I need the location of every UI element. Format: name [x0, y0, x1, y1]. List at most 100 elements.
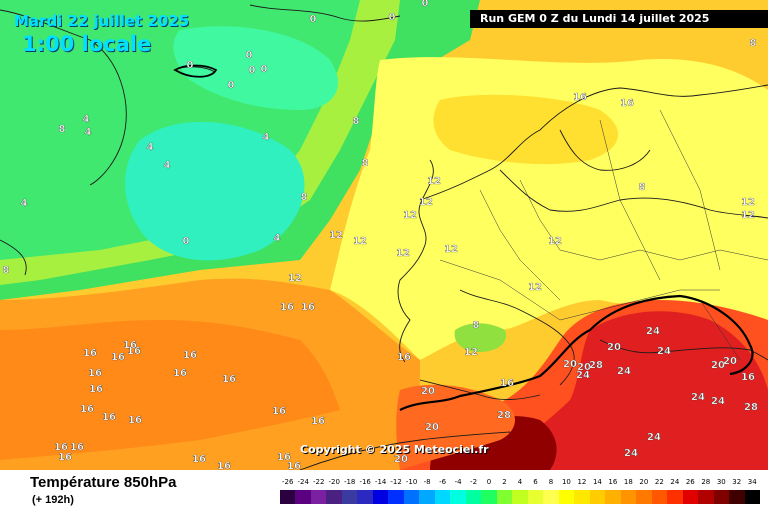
legend-label: 26: [685, 478, 695, 486]
isotherm-label: 4: [21, 198, 28, 209]
isotherm-label: 16: [217, 461, 231, 470]
country-borders: [439, 109, 768, 361]
isotherm-label: 16: [58, 452, 72, 463]
isotherm-label: 0: [249, 65, 256, 76]
isotherm-label: 16: [54, 442, 68, 453]
legend-swatch: [357, 490, 373, 504]
legend-swatch: [481, 490, 497, 504]
legend-swatch: [280, 490, 296, 504]
field-band-dark-orange-south: [396, 384, 515, 470]
isotherm-label: 20: [577, 362, 591, 373]
isotherm-label: 4: [85, 127, 92, 138]
legend-label: -22: [312, 478, 325, 486]
local-time: 1:00 locale: [22, 32, 152, 56]
legend-swatch: [558, 490, 575, 504]
legend-label: 10: [561, 478, 571, 486]
legend-swatch: [419, 490, 435, 504]
isotherm-label: 20: [421, 386, 435, 397]
legend-swatch: [372, 490, 389, 504]
isotherm-label: 16: [102, 412, 116, 423]
isotherm-label: 4: [164, 160, 171, 171]
isotherm-label: 16: [183, 350, 197, 361]
legend-swatch: [388, 490, 404, 504]
isotherm-label: 0: [422, 0, 429, 9]
isotherm-label: 12: [548, 236, 562, 247]
isotherm-label: 0: [228, 80, 235, 91]
legend-label: -16: [359, 478, 371, 486]
legend-swatch: [589, 490, 606, 504]
legend-labels: -26 -24 -22 -20 -18 -16 -14 -12 -10 -8 -6 -4 -2 0 2 4 6 8…: [280, 478, 760, 490]
legend-swatch: [605, 490, 621, 504]
isotherm-label: 16: [83, 348, 97, 359]
copyright: Copyright © 2025 Meteociel.fr: [300, 443, 489, 456]
isotherm-label: 12: [396, 248, 410, 259]
isotherm-label: 0: [389, 12, 396, 23]
legend-label: -4: [454, 478, 462, 486]
legend-label: 12: [577, 478, 587, 486]
legend-label: 28: [701, 478, 711, 486]
isotherm-label: 16: [111, 352, 125, 363]
legend-swatch: [667, 490, 683, 504]
legend-label: -24: [297, 478, 309, 486]
isotherm-label: 16: [573, 92, 587, 103]
legend-swatch: [574, 490, 590, 504]
isotherm-label: 24: [647, 432, 661, 443]
isotherm-label: 20: [563, 359, 577, 370]
isotherm-label: 4: [83, 114, 90, 125]
isotherm-label: 28: [589, 360, 603, 371]
legend-label: 6: [533, 478, 538, 486]
isotherm-label: 16: [173, 368, 187, 379]
field-band-yellowpatch: [433, 94, 619, 165]
isotherm-label: 8: [362, 158, 369, 169]
isotherm-label: 16: [741, 372, 755, 383]
isotherm-label: 28: [744, 402, 758, 413]
isotherm-label: 12: [741, 197, 755, 208]
legend-label: 14: [592, 478, 602, 486]
legend-label: 8: [548, 478, 554, 486]
isotherm-label: 20: [607, 342, 621, 353]
legend-label: 30: [716, 478, 726, 486]
isotherm-label: 8: [3, 265, 10, 276]
isotherm-label: 8: [639, 182, 646, 193]
legend-swatch: [465, 490, 482, 504]
isotherm-label: 16: [280, 302, 294, 313]
run-info: Run GEM 0 Z du Lundi 14 juillet 2025: [470, 10, 768, 28]
legend-label: -10: [405, 478, 418, 486]
isotherm-label: 16: [500, 378, 514, 389]
isotherm-label: 12: [741, 210, 755, 221]
legend-swatch: [729, 490, 745, 504]
isotherm-label: 16: [70, 442, 84, 453]
legend-label: -26: [282, 478, 294, 486]
isotherm-label: 16: [192, 454, 206, 465]
isotherm-label: 16: [128, 415, 142, 426]
isotherm-label: 4: [274, 233, 281, 244]
legend-label: -18: [343, 478, 356, 486]
legend-label: 4: [517, 478, 523, 486]
variable-title: Température 850hPa: [30, 474, 177, 491]
isotherm-label: 0: [187, 60, 194, 71]
isotherm-label: 24: [624, 448, 638, 459]
isotherm-label: 16: [127, 346, 141, 357]
legend-swatch: [636, 490, 652, 504]
isotherm-label: 0: [183, 236, 190, 247]
legend-label: 24: [670, 478, 680, 486]
legend-label: 16: [608, 478, 618, 486]
legend-label: 2: [502, 478, 507, 486]
isotherm-label: 0: [246, 50, 253, 61]
legend-label: 32: [732, 478, 742, 486]
legend-swatch: [744, 490, 761, 504]
legend-label: 18: [623, 478, 633, 486]
isotherm-label: 16: [123, 340, 137, 351]
legend-swatch: [512, 490, 528, 504]
field-band-orange2: [0, 320, 340, 460]
isotherm-label: 12: [403, 210, 417, 221]
isotherm-label: 16: [287, 461, 301, 470]
legend-swatch: [434, 490, 451, 504]
legend-label: -8: [423, 478, 431, 486]
legend-swatch: [326, 490, 342, 504]
legend-label: -20: [328, 478, 340, 486]
isotherm-label: 12: [419, 197, 433, 208]
legend-swatch: [527, 490, 544, 504]
field-band-cyan2: [173, 26, 339, 110]
isotherm-label: 8: [353, 116, 360, 127]
